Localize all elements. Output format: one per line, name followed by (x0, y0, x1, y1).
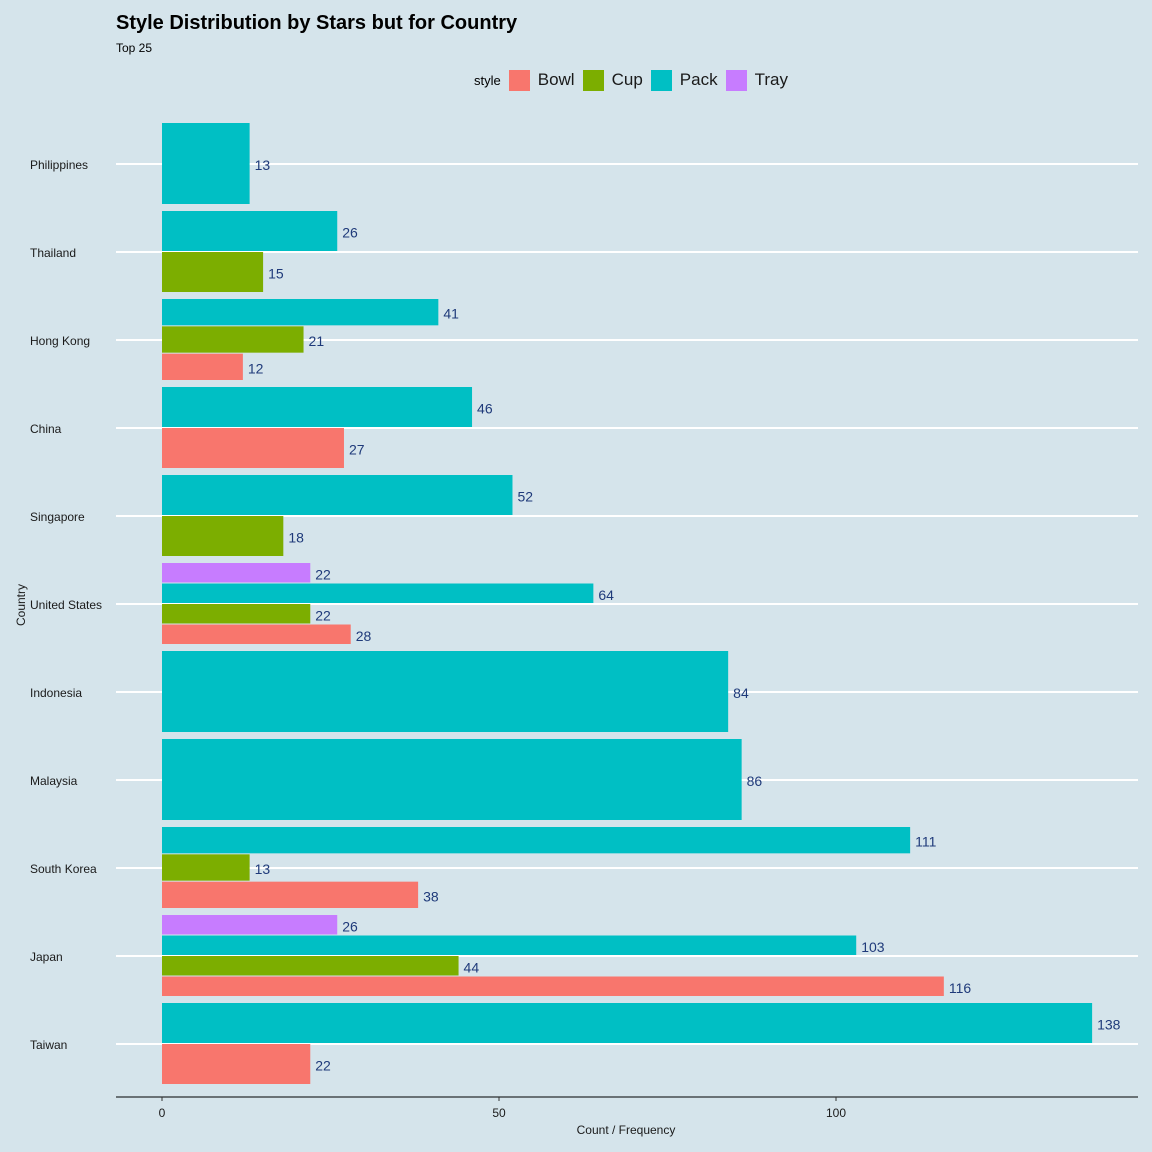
legend-item-tray: Tray (725, 69, 788, 91)
legend-key-cup (582, 69, 604, 91)
bar-philippines-pack (162, 123, 250, 204)
legend-label-cup: Cup (611, 70, 643, 89)
bar-taiwan-bowl (162, 1044, 311, 1084)
data-label-united-states-tray: 22 (315, 566, 331, 582)
y-tick-label-indonesia: Indonesia (30, 686, 82, 700)
x-tick-label-100: 100 (826, 1106, 846, 1120)
data-label-singapore-pack: 52 (517, 489, 533, 505)
legend-key-pack (650, 69, 672, 91)
legend-label-bowl: Bowl (537, 70, 575, 89)
data-label-hong-kong-bowl: 12 (248, 360, 264, 376)
bar-thailand-cup (162, 252, 264, 292)
bar-japan-cup (162, 956, 459, 976)
legend: style Bowl Cup Pack Tray (474, 68, 796, 92)
data-label-thailand-cup: 15 (268, 266, 284, 282)
bar-united-states-bowl (162, 624, 351, 644)
bar-taiwan-pack (162, 1003, 1093, 1043)
legend-label-pack: Pack (679, 70, 718, 89)
bar-china-bowl (162, 428, 344, 468)
y-tick-label-hong-kong: Hong Kong (30, 334, 90, 348)
legend-item-cup: Cup (582, 69, 643, 91)
data-label-south-korea-bowl: 38 (423, 888, 439, 904)
chart-subtitle: Top 25 (116, 41, 153, 55)
x-tick-label-0: 0 (159, 1106, 166, 1120)
x-tick-label-50: 50 (492, 1106, 506, 1120)
data-label-japan-bowl: 116 (949, 980, 972, 996)
bar-japan-bowl (162, 976, 944, 996)
data-label-indonesia-pack: 84 (733, 685, 749, 701)
data-label-south-korea-cup: 13 (255, 861, 271, 877)
y-tick-label-singapore: Singapore (30, 510, 85, 524)
legend-item-bowl: Bowl (508, 69, 575, 91)
data-label-united-states-cup: 22 (315, 607, 331, 623)
data-label-singapore-cup: 18 (288, 530, 304, 546)
bar-hong-kong-cup (162, 326, 304, 353)
y-tick-label-japan: Japan (30, 950, 63, 964)
data-label-philippines-pack: 13 (255, 157, 271, 173)
bar-united-states-pack (162, 583, 594, 603)
data-label-malaysia-pack: 86 (747, 773, 763, 789)
legend-key-bowl (508, 69, 530, 91)
bars (162, 123, 1093, 1084)
data-label-japan-pack: 103 (861, 939, 885, 955)
bar-south-korea-bowl (162, 881, 419, 908)
data-label-united-states-pack: 64 (598, 587, 614, 603)
y-tick-label-south-korea: South Korea (30, 862, 97, 876)
bar-hong-kong-pack (162, 299, 439, 326)
legend-label-tray: Tray (754, 70, 788, 89)
data-label-hong-kong-cup: 21 (309, 333, 325, 349)
data-label-taiwan-bowl: 22 (315, 1058, 331, 1074)
data-label-united-states-bowl: 28 (356, 628, 372, 644)
bar-united-states-tray (162, 563, 311, 583)
bar-united-states-cup (162, 604, 311, 624)
chart-title: Style Distribution by Stars but for Coun… (116, 12, 518, 34)
y-tick-label-malaysia: Malaysia (30, 774, 78, 788)
y-tick-label-thailand: Thailand (30, 246, 76, 260)
data-labels: 13 26 15 41 21 12 46 27 52 18 22 64 22 28 84 86 111 13 38 2… (248, 157, 1121, 1074)
y-tick-label-philippines: Philippines (30, 158, 88, 172)
y-tick-label-china: China (30, 422, 62, 436)
x-axis-title: Count / Frequency (577, 1123, 676, 1137)
bar-south-korea-cup (162, 854, 250, 881)
bar-singapore-pack (162, 475, 513, 515)
data-label-hong-kong-pack: 41 (443, 306, 459, 322)
legend-key-tray (725, 69, 747, 91)
y-tick-label-united-states: United States (30, 598, 102, 612)
data-label-china-bowl: 27 (349, 442, 365, 458)
bar-japan-pack (162, 935, 857, 955)
data-label-china-pack: 46 (477, 401, 493, 417)
data-label-thailand-pack: 26 (342, 225, 358, 241)
bar-indonesia-pack (162, 651, 729, 732)
bar-china-pack (162, 387, 473, 427)
data-label-taiwan-pack: 138 (1097, 1017, 1121, 1033)
bar-singapore-cup (162, 516, 284, 556)
data-label-japan-tray: 26 (342, 918, 358, 934)
bar-thailand-pack (162, 211, 338, 251)
data-label-south-korea-pack: 111 (915, 834, 936, 850)
bar-hong-kong-bowl (162, 353, 243, 380)
axes: Count / Frequency Country Philippines Tha… (14, 158, 1138, 1137)
legend-title: style (474, 72, 501, 88)
bar-japan-tray (162, 915, 338, 935)
legend-item-pack: Pack (650, 69, 718, 91)
bar-south-korea-pack (162, 827, 911, 854)
y-tick-label-taiwan: Taiwan (30, 1038, 67, 1052)
bar-malaysia-pack (162, 739, 742, 820)
y-axis-title: Country (14, 584, 28, 626)
data-label-japan-cup: 44 (464, 959, 480, 975)
